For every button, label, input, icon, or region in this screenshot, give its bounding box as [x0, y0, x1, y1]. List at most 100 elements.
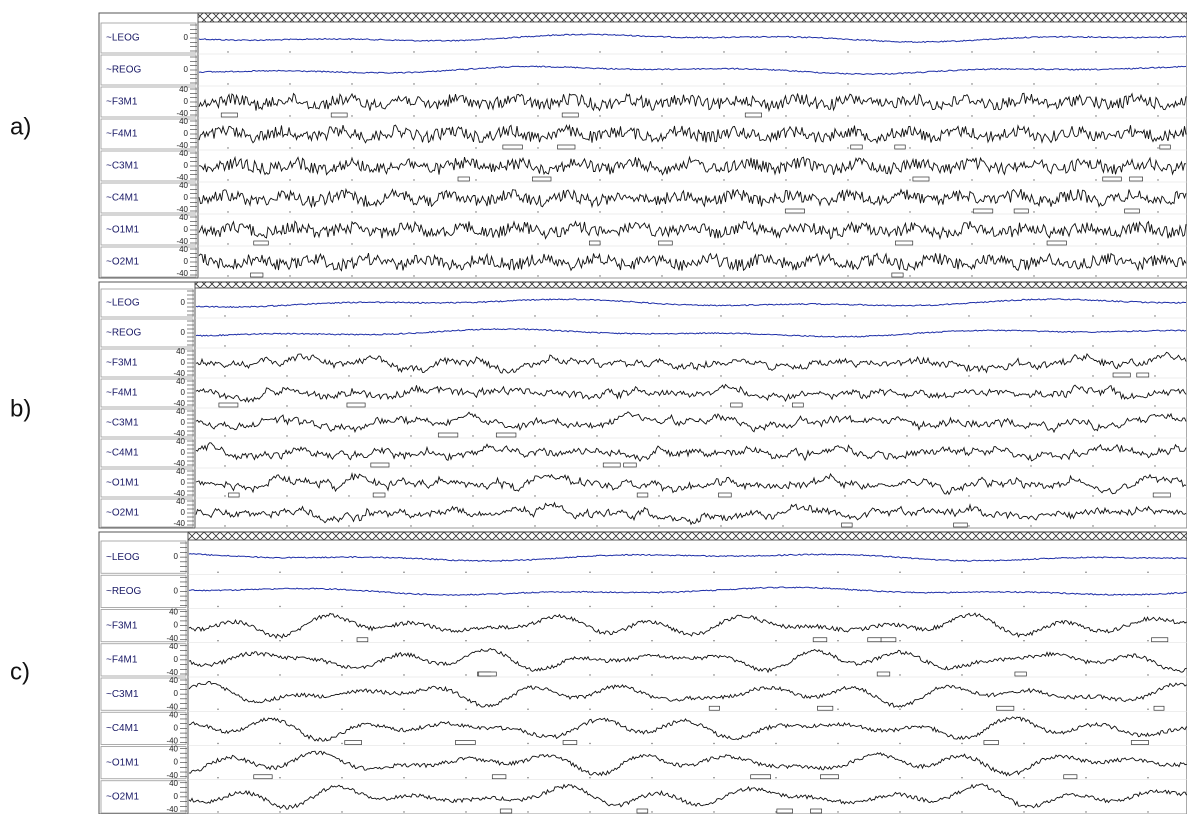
- event-marker: [220, 112, 238, 118]
- grid-dot: [475, 147, 477, 149]
- grid-dot: [351, 147, 353, 149]
- grid-dot: [1023, 777, 1025, 779]
- grid-dot: [961, 708, 963, 710]
- grid-dot: [279, 571, 281, 573]
- event-marker: [1063, 774, 1078, 780]
- scale-label: -40: [176, 173, 188, 182]
- grid-dot: [968, 405, 970, 407]
- grid-dot: [713, 777, 715, 779]
- grid-dot: [217, 674, 219, 676]
- grid-dot: [537, 275, 539, 277]
- grid-dot: [782, 435, 784, 437]
- grid-dot: [1030, 315, 1032, 317]
- scale-label: -40: [173, 369, 185, 378]
- grid-dot: [971, 243, 973, 245]
- grid-dot: [1033, 51, 1035, 53]
- grid-dot: [1023, 708, 1025, 710]
- grid-dot: [286, 525, 288, 527]
- panel: b) ~LEOG 0 ~REOG 0 ~F3M1 40 0 -40 ~F4M1 40 0 -40 ~C3M…: [10, 281, 1187, 529]
- grid-dot: [413, 115, 415, 117]
- grid-dot: [785, 51, 787, 53]
- grid-dot: [348, 495, 350, 497]
- event-marker: [1136, 372, 1150, 378]
- grid-dot: [713, 742, 715, 745]
- grid-dot: [899, 742, 901, 745]
- grid-dot: [909, 83, 911, 85]
- grid-dot: [971, 211, 973, 213]
- channel-name: ~F4M1: [106, 388, 138, 399]
- grid-dot: [341, 640, 343, 642]
- grid-dot: [899, 674, 901, 676]
- event-marker: [730, 402, 743, 408]
- grid-dot: [1033, 147, 1035, 149]
- channel-label-box: [100, 574, 187, 608]
- grid-dot: [1092, 435, 1094, 437]
- grid-dot: [341, 742, 343, 745]
- signal-trace: [198, 187, 1187, 209]
- grid-dot: [348, 345, 350, 347]
- event-marker: [502, 144, 523, 150]
- grid-dot: [909, 275, 911, 277]
- event-marker: [1102, 176, 1122, 182]
- signal-trace: [195, 351, 1187, 374]
- grid-dot: [217, 777, 219, 779]
- event-marker: [636, 492, 649, 498]
- grid-dot: [1092, 345, 1094, 347]
- grid-dot: [289, 211, 291, 213]
- event-marker: [495, 432, 517, 438]
- scale-label: 0: [174, 758, 179, 767]
- grid-dot: [775, 708, 777, 710]
- grid-dot: [713, 811, 715, 813]
- grid-dot: [589, 708, 591, 710]
- scale-label: 0: [174, 689, 179, 698]
- grid-dot: [837, 811, 839, 813]
- grid-dot: [1085, 777, 1087, 779]
- grid-dot: [1085, 640, 1087, 642]
- event-marker: [867, 637, 882, 643]
- panel-label: a): [10, 113, 31, 140]
- grid-dot: [899, 811, 901, 813]
- grid-dot: [403, 811, 405, 813]
- grid-dot: [537, 243, 539, 245]
- grid-dot: [403, 640, 405, 642]
- grid-dot: [527, 811, 529, 813]
- grid-dot: [527, 605, 529, 608]
- grid-dot: [661, 51, 663, 53]
- scale-label: -40: [166, 805, 178, 814]
- grid-dot: [217, 742, 219, 745]
- channel-name: ~C3M1: [106, 418, 139, 429]
- grid-dot: [1092, 495, 1094, 497]
- grid-dot: [472, 345, 474, 347]
- grid-dot: [224, 345, 226, 347]
- event-marker: [491, 774, 507, 780]
- grid-dot: [465, 674, 467, 676]
- grid-dot: [837, 708, 839, 710]
- grid-dot: [289, 275, 291, 277]
- grid-dot: [847, 275, 849, 277]
- grid-dot: [971, 275, 973, 277]
- scale-label: 40: [176, 407, 185, 416]
- channel-label-box: [100, 118, 197, 150]
- grid-dot: [775, 742, 777, 745]
- event-marker: [1124, 208, 1140, 214]
- signal-trace: [198, 33, 1187, 44]
- event-marker: [1159, 144, 1171, 150]
- grid-dot: [844, 405, 846, 407]
- grid-dot: [909, 115, 911, 117]
- grid-dot: [341, 708, 343, 710]
- grid-dot: [403, 708, 405, 710]
- grid-dot: [782, 315, 784, 317]
- event-marker: [983, 740, 999, 745]
- event-marker: [253, 240, 269, 246]
- grid-dot: [472, 315, 474, 317]
- grid-dot: [534, 525, 536, 527]
- grid-dot: [1157, 243, 1159, 245]
- grid-dot: [596, 465, 598, 467]
- channel-label-box: [100, 318, 194, 348]
- grid-dot: [651, 742, 653, 745]
- grid-dot: [1030, 495, 1032, 497]
- event-marker: [850, 144, 863, 150]
- grid-dot: [844, 495, 846, 497]
- grid-dot: [596, 435, 598, 437]
- channel-name: ~LEOG: [106, 33, 140, 44]
